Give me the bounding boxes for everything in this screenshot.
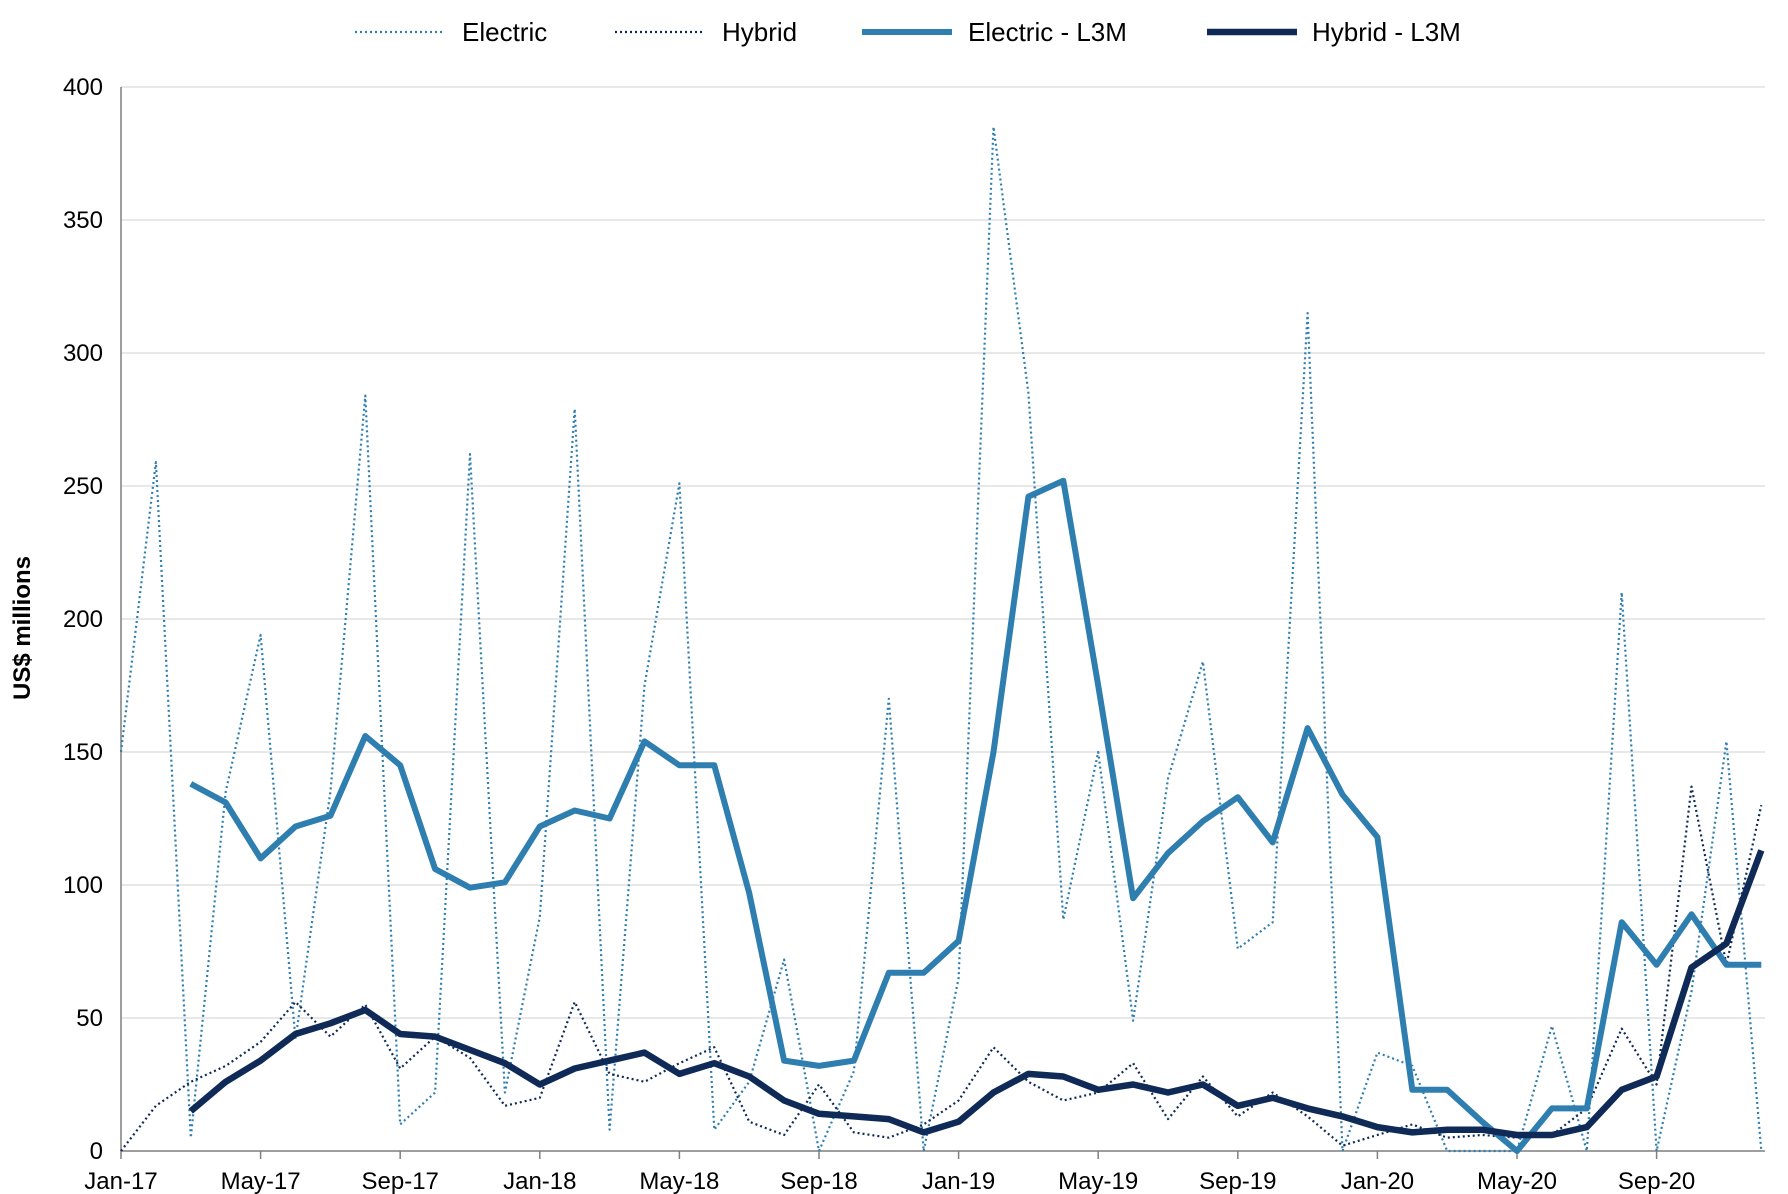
legend-label-hybrid-l3m: Hybrid - L3M	[1312, 17, 1461, 47]
y-tick-label: 400	[63, 74, 103, 101]
x-tick-label: Jan-19	[922, 1168, 995, 1194]
y-tick-label: 150	[63, 739, 103, 766]
legend: Electric Hybrid Electric - L3M Hybrid - L3M	[355, 17, 1461, 47]
x-tick-label: Sep-17	[362, 1168, 439, 1194]
axes	[120, 87, 1765, 1152]
x-tick-label: May-20	[1477, 1168, 1557, 1194]
x-tick-label: Sep-20	[1618, 1168, 1695, 1194]
legend-label-hybrid: Hybrid	[722, 17, 797, 47]
x-tick-label: Jan-18	[503, 1168, 576, 1194]
series-layer	[119, 125, 1765, 1154]
gridlines	[121, 86, 1765, 1019]
y-tick-label: 250	[63, 473, 103, 500]
y-axis-tick-labels: 0 50 100 150 200 250 300 350 400	[63, 74, 103, 1165]
y-tick-label: 0	[90, 1138, 103, 1165]
x-tick-label: May-19	[1058, 1168, 1138, 1194]
y-tick-label: 300	[63, 340, 103, 367]
y-tick-label: 50	[76, 1005, 103, 1032]
series-line-electric	[119, 125, 1763, 1153]
y-tick-label: 350	[63, 207, 103, 234]
x-tick-label: May-17	[221, 1168, 301, 1194]
y-tick-label: 100	[63, 872, 103, 899]
y-tick-label: 200	[63, 606, 103, 633]
x-tick-label: May-18	[639, 1168, 719, 1194]
series-line-hybrid-l3m	[188, 849, 1765, 1139]
series-line-electric-l3m	[189, 477, 1762, 1154]
x-tick-label: Sep-19	[1199, 1168, 1276, 1194]
x-axis-tick-labels: Jan-17 May-17 Sep-17 Jan-18 May-18 Sep-18 Jan-…	[84, 1151, 1695, 1194]
legend-label-electric: Electric	[462, 17, 547, 47]
series-line-hybrid	[120, 785, 1763, 1152]
y-axis-label: US$ millions	[9, 556, 36, 700]
x-tick-label: Sep-18	[780, 1168, 857, 1194]
legend-label-electric-l3m: Electric - L3M	[968, 17, 1127, 47]
x-tick-label: Jan-17	[84, 1168, 157, 1194]
x-tick-label: Jan-20	[1341, 1168, 1414, 1194]
